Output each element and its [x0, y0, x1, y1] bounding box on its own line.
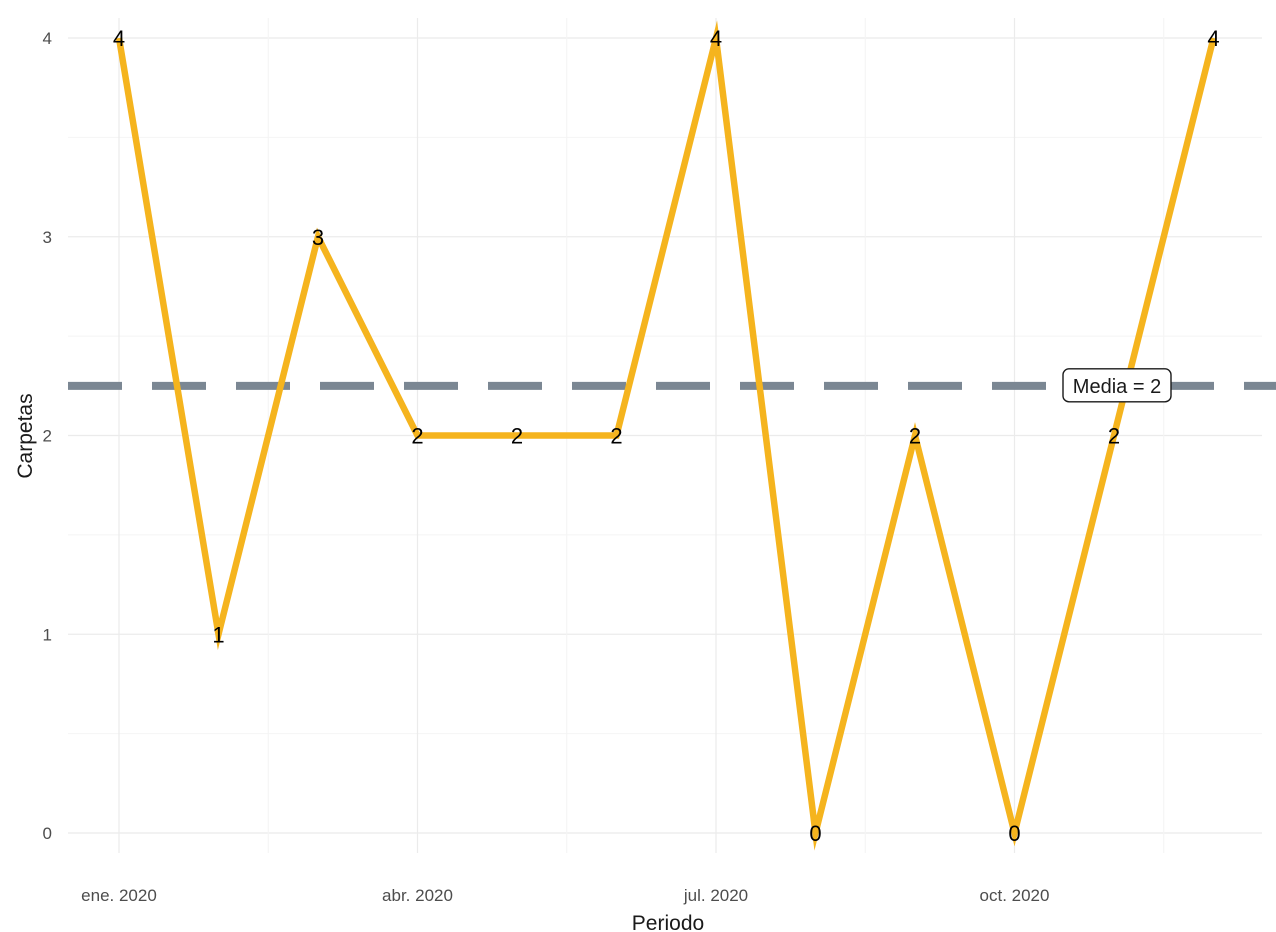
- data-label: 1: [212, 622, 224, 647]
- x-tick-label: oct. 2020: [980, 886, 1050, 905]
- x-tick-label: abr. 2020: [382, 886, 453, 905]
- y-tick-label: 4: [43, 29, 52, 48]
- data-label: 3: [312, 225, 324, 250]
- data-label: 2: [610, 424, 622, 449]
- y-tick-label: 0: [43, 824, 52, 843]
- grid: [68, 18, 1262, 853]
- data-label: 0: [1008, 821, 1020, 846]
- y-axis-ticks: 0 1 2 3 4: [43, 29, 52, 843]
- data-label: 4: [1207, 26, 1219, 51]
- mean-reference-label: Media = 2: [1063, 369, 1171, 402]
- data-label: 2: [511, 424, 523, 449]
- data-label: 2: [1108, 424, 1120, 449]
- mean-label-text: Media = 2: [1073, 376, 1161, 398]
- data-label: 4: [710, 26, 722, 51]
- x-axis-ticks: ene. 2020 abr. 2020 jul. 2020 oct. 2020: [81, 886, 1049, 905]
- x-axis-title: Periodo: [632, 912, 704, 932]
- y-tick-label: 3: [43, 228, 52, 247]
- y-tick-label: 2: [43, 427, 52, 446]
- data-label: 0: [809, 821, 821, 846]
- x-tick-label: ene. 2020: [81, 886, 157, 905]
- data-label: 4: [113, 26, 125, 51]
- x-tick-label: jul. 2020: [683, 886, 748, 905]
- data-label: 2: [411, 424, 423, 449]
- y-tick-label: 1: [43, 625, 52, 644]
- data-label: 2: [909, 424, 921, 449]
- y-axis-title: Carpetas: [14, 393, 37, 478]
